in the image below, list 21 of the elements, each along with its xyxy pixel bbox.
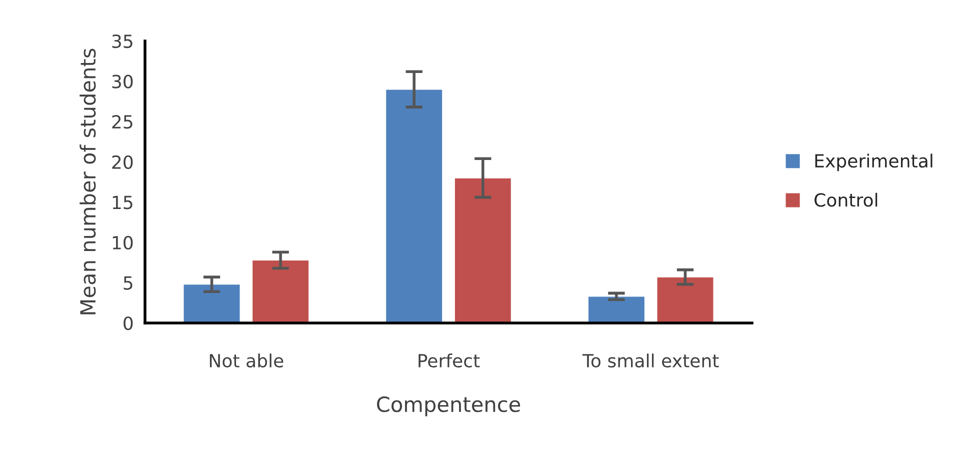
x-axis-title: Compentence [377,396,520,416]
legend-label: Control [814,192,878,207]
y-tick-label: 35 [112,34,132,48]
bar [656,276,714,323]
y-tick-label: 15 [112,196,132,210]
y-tick-label: 20 [112,155,133,169]
x-tick-label: Not able [210,354,284,368]
bar [183,284,240,323]
y-tick-label: 5 [124,276,132,290]
bar [252,260,310,323]
y-tick-label: 25 [112,115,132,129]
x-tick-label: To small extent [582,354,719,368]
y-axis-title: Mean number of students [80,48,96,314]
bar [385,88,443,323]
y-tick-label: 0 [124,316,133,330]
x-tick-label: Perfect [418,354,480,368]
bar [588,296,646,323]
y-tick-label: 10 [112,236,133,250]
legend-label: Experimental [815,154,932,172]
bar [454,178,512,323]
y-tick-label: 30 [112,74,133,88]
